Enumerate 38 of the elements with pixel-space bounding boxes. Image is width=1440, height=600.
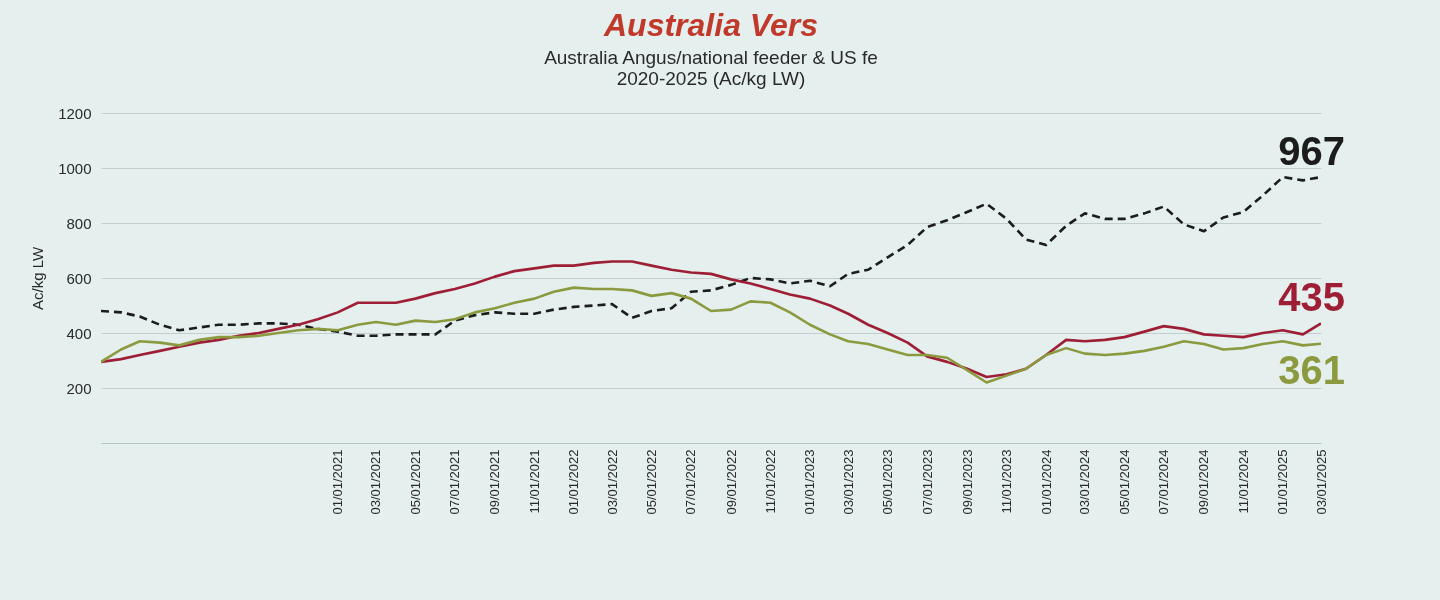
y-tick-label: 400 — [66, 324, 92, 342]
chart-subtitle: Australia Angus/national feeder & US fe 2020-2025 (Ac/kg LW) — [544, 47, 878, 89]
x-tick-label: 11/01/2021 — [526, 449, 542, 514]
x-tick-label: 05/01/2022 — [643, 449, 659, 515]
x-tick-label: 09/01/2024 — [1196, 449, 1212, 515]
y-tick-label: 200 — [66, 379, 92, 397]
y-axis-title: Ac/kg LW — [29, 246, 47, 311]
x-tick-label: 01/01/2024 — [1038, 449, 1054, 515]
y-tick-label: 1200 — [58, 104, 92, 122]
x-tick-label: 11/01/2022 — [763, 449, 779, 514]
x-tick-label: 09/01/2021 — [487, 449, 503, 515]
x-tick-label: 03/01/2023 — [840, 449, 856, 515]
data-label: 967 — [1278, 129, 1345, 174]
x-tick-label: 05/01/2023 — [880, 449, 896, 515]
x-tick-label: 07/01/2023 — [919, 449, 935, 515]
x-tick-label: 03/01/2022 — [604, 449, 620, 515]
x-tick-label: 09/01/2022 — [723, 449, 739, 515]
y-tick-label: 800 — [66, 214, 92, 232]
chart-title: Australia Vers — [602, 7, 819, 43]
data-label: 361 — [1278, 347, 1345, 392]
x-tick-label: 01/01/2025 — [1275, 449, 1291, 515]
x-tick-label: 03/01/2024 — [1077, 449, 1093, 515]
x-tick-label: 03/01/2025 — [1313, 449, 1329, 515]
y-tick-label: 600 — [66, 269, 92, 287]
x-tick-label: 01/01/2021 — [330, 449, 346, 515]
x-tick-label: 09/01/2023 — [959, 449, 975, 515]
y-tick-label: 1000 — [58, 159, 92, 177]
x-tick-label: 05/01/2021 — [407, 449, 423, 515]
data-label: 435 — [1278, 275, 1345, 320]
x-tick-label: 03/01/2021 — [368, 449, 384, 515]
x-tick-label: 05/01/2024 — [1116, 449, 1132, 515]
x-tick-label: 07/01/2022 — [683, 449, 699, 515]
x-tick-label: 07/01/2024 — [1156, 449, 1172, 515]
x-tick-label: 07/01/2021 — [447, 449, 463, 515]
x-tick-label: 01/01/2023 — [802, 449, 818, 515]
x-tick-label: 11/01/2024 — [1235, 449, 1251, 514]
x-tick-label: 11/01/2023 — [999, 449, 1015, 514]
x-tick-label: 01/01/2022 — [566, 449, 582, 515]
